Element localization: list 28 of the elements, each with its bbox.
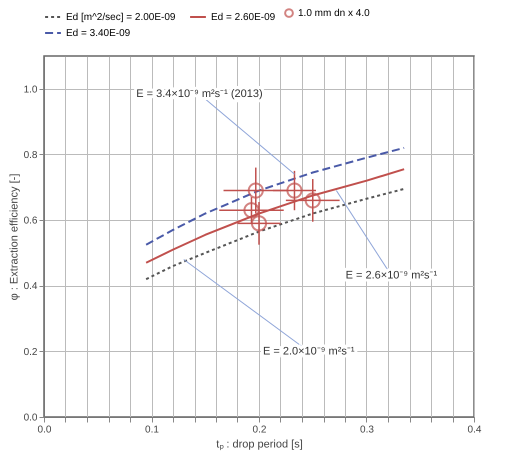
x-tick-label: 0.3 bbox=[360, 424, 374, 436]
annotation: E = 2.6×10⁻⁹ m²s⁻¹ bbox=[346, 270, 438, 282]
legend-label: Ed [m^2/sec] = 2.00E-09 bbox=[66, 12, 176, 23]
annotation: E = 2.0×10⁻⁹ m²s⁻¹ bbox=[262, 345, 355, 358]
legend-label: Ed = 2.60E-09 bbox=[211, 12, 276, 23]
x-tick-label: 0.2 bbox=[252, 424, 267, 436]
y-tick-label: 0.6 bbox=[24, 216, 38, 227]
y-axis-title: φ : Extraction efficiency [-] bbox=[8, 174, 21, 300]
point bbox=[248, 182, 264, 199]
point bbox=[250, 215, 268, 232]
line-series bbox=[145, 168, 406, 264]
x-tick-label: 0.0 bbox=[38, 424, 52, 436]
y-tick-label: 0.2 bbox=[24, 346, 38, 358]
y-tick-label: 1.0 bbox=[24, 84, 38, 96]
x-axis-title: tₚ : drop period [s] bbox=[216, 438, 303, 450]
x-tick-label: 0.4 bbox=[468, 424, 482, 436]
x-tick-label: 0.1 bbox=[145, 424, 160, 436]
point bbox=[243, 202, 260, 218]
point bbox=[286, 182, 303, 199]
y-tick-label: 0.8 bbox=[24, 150, 38, 161]
y-tick-label: 0.4 bbox=[24, 281, 38, 292]
annotation: E = 3.4×10⁻⁹ m²s⁻¹ (2013) bbox=[136, 88, 263, 100]
point bbox=[304, 192, 321, 208]
line-series bbox=[145, 188, 406, 280]
line-series bbox=[145, 146, 406, 246]
legend-label: 1.0 mm dn x 4.0 bbox=[298, 8, 370, 20]
y-tick-label: 0.0 bbox=[24, 412, 38, 424]
legend-label: Ed = 3.40E-09 bbox=[66, 28, 131, 39]
